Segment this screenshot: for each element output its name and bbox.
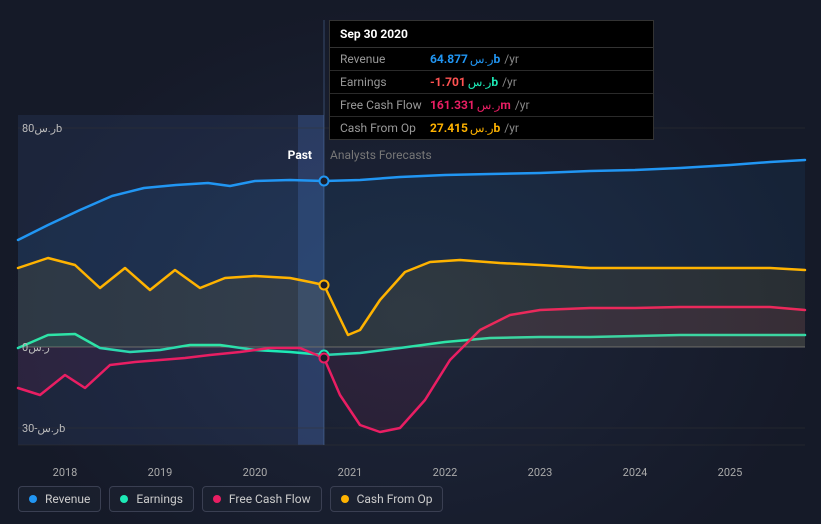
tooltip-label: Free Cash Flow <box>340 98 430 112</box>
tooltip: Sep 30 2020 Revenue64.877ر.سb/yrEarnings… <box>329 20 654 140</box>
tooltip-label: Earnings <box>340 75 430 89</box>
tooltip-row-cash-from-op: Cash From Op27.415ر.سb/yr <box>330 117 653 139</box>
y-tick-0: ر.س0 <box>22 341 50 354</box>
legend-label-fcf: Free Cash Flow <box>229 492 311 506</box>
x-tick-2019: 2019 <box>148 466 173 479</box>
y-tick-neg30: ر.س-30b <box>22 422 65 435</box>
tooltip-row-revenue: Revenue64.877ر.سb/yr <box>330 48 653 71</box>
legend: Revenue Earnings Free Cash Flow Cash Fro… <box>18 486 443 512</box>
tooltip-label: Cash From Op <box>340 121 430 135</box>
legend-earnings[interactable]: Earnings <box>109 486 194 512</box>
legend-revenue[interactable]: Revenue <box>18 486 101 512</box>
x-tick-2024: 2024 <box>623 466 648 479</box>
marker-free-cash-flow[interactable] <box>320 354 329 363</box>
tooltip-value-wrap: 161.331ر.سm/yr <box>430 98 530 112</box>
legend-label-revenue: Revenue <box>45 492 90 506</box>
legend-dot-earnings <box>120 495 128 503</box>
legend-label-earnings: Earnings <box>136 492 183 506</box>
x-tick-2025: 2025 <box>718 466 743 479</box>
y-tick-80: ر.س80b <box>22 122 62 135</box>
legend-cfo[interactable]: Cash From Op <box>330 486 444 512</box>
x-tick-2020: 2020 <box>243 466 268 479</box>
x-tick-2022: 2022 <box>433 466 458 479</box>
tooltip-row-free-cash-flow: Free Cash Flow161.331ر.سm/yr <box>330 94 653 117</box>
legend-dot-revenue <box>29 495 37 503</box>
x-tick-2021: 2021 <box>338 466 363 479</box>
legend-fcf[interactable]: Free Cash Flow <box>202 486 322 512</box>
x-tick-2023: 2023 <box>528 466 553 479</box>
legend-label-cfo: Cash From Op <box>357 492 433 506</box>
x-tick-2018: 2018 <box>53 466 78 479</box>
legend-dot-fcf <box>213 495 221 503</box>
tooltip-row-earnings: Earnings-1.701ر.سb/yr <box>330 71 653 94</box>
tooltip-value-wrap: 64.877ر.سb/yr <box>430 52 519 66</box>
marker-cash-from-op[interactable] <box>320 281 329 290</box>
tooltip-value-wrap: 27.415ر.سb/yr <box>430 121 519 135</box>
tooltip-date: Sep 30 2020 <box>330 21 653 48</box>
tooltip-value-wrap: -1.701ر.سb/yr <box>430 75 517 89</box>
financial-chart: ر.س80b ر.س0 ر.س-30b Past Analysts Foreca… <box>0 0 821 524</box>
tooltip-label: Revenue <box>340 52 430 66</box>
marker-revenue[interactable] <box>320 177 329 186</box>
legend-dot-cfo <box>341 495 349 503</box>
